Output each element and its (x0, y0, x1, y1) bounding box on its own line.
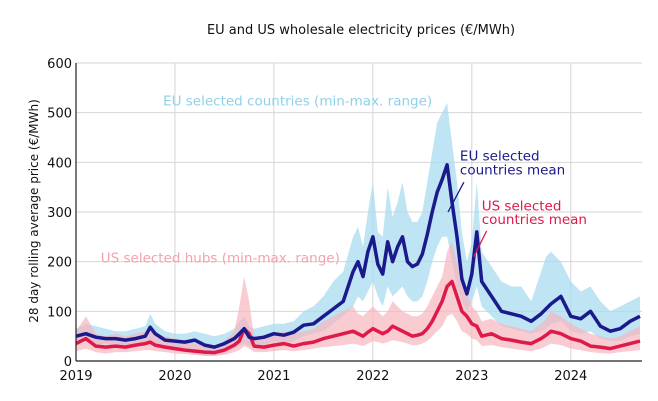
y-tick-label: 500 (47, 107, 72, 122)
annotation-eu_mean: countries mean (460, 162, 565, 178)
mean-lines (75, 163, 641, 355)
x-tick-label: 2019 (59, 369, 92, 384)
y-tick-label: 200 (47, 256, 72, 271)
us-mean-leader (473, 230, 488, 257)
x-tick-label: 2023 (455, 369, 488, 384)
chart-title: EU and US wholesale electricity prices (… (207, 23, 515, 38)
us-mean-line (75, 279, 641, 355)
y-tick-label: 400 (47, 156, 72, 171)
y-tick-label: 600 (47, 57, 72, 72)
y-tick-label: 300 (47, 206, 72, 221)
y-axis-label: 28 day rolling average price (€/MWh) (27, 99, 41, 323)
y-tick-label: 0 (64, 355, 72, 370)
annotation-us_mean: countries mean (482, 212, 587, 228)
y-tick-label: 100 (47, 305, 72, 320)
annotation-eu_range: EU selected countries (min-max. range) (163, 94, 432, 110)
x-tick-label: 2021 (257, 369, 290, 384)
x-tick-label: 2020 (158, 369, 191, 384)
annotations: EU selected countries (min-max. range) US… (101, 94, 587, 267)
annotation-us_mean: US selected (482, 199, 562, 215)
eu-mean-line (75, 163, 641, 349)
eu-range-band (76, 102, 640, 356)
eu-mean-leader (447, 181, 465, 213)
annotation-us_range: US selected hubs (min-max. range) (101, 251, 340, 267)
x-tick-label: 2022 (356, 369, 389, 384)
annotation-eu_mean: EU selected (460, 148, 540, 164)
axes: 0 100 200 300 400 500 600 2019 2020 2021 2022 2023 2… (47, 57, 642, 384)
x-tick-label: 2024 (554, 369, 587, 384)
us-range-band (76, 241, 640, 356)
range-bands (76, 102, 640, 356)
